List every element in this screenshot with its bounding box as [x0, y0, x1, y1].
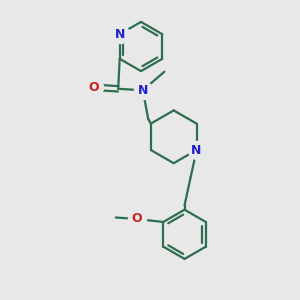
Text: N: N [138, 84, 148, 97]
Text: N: N [115, 28, 125, 41]
Text: O: O [88, 81, 99, 94]
Text: N: N [191, 143, 202, 157]
Text: O: O [131, 212, 142, 226]
